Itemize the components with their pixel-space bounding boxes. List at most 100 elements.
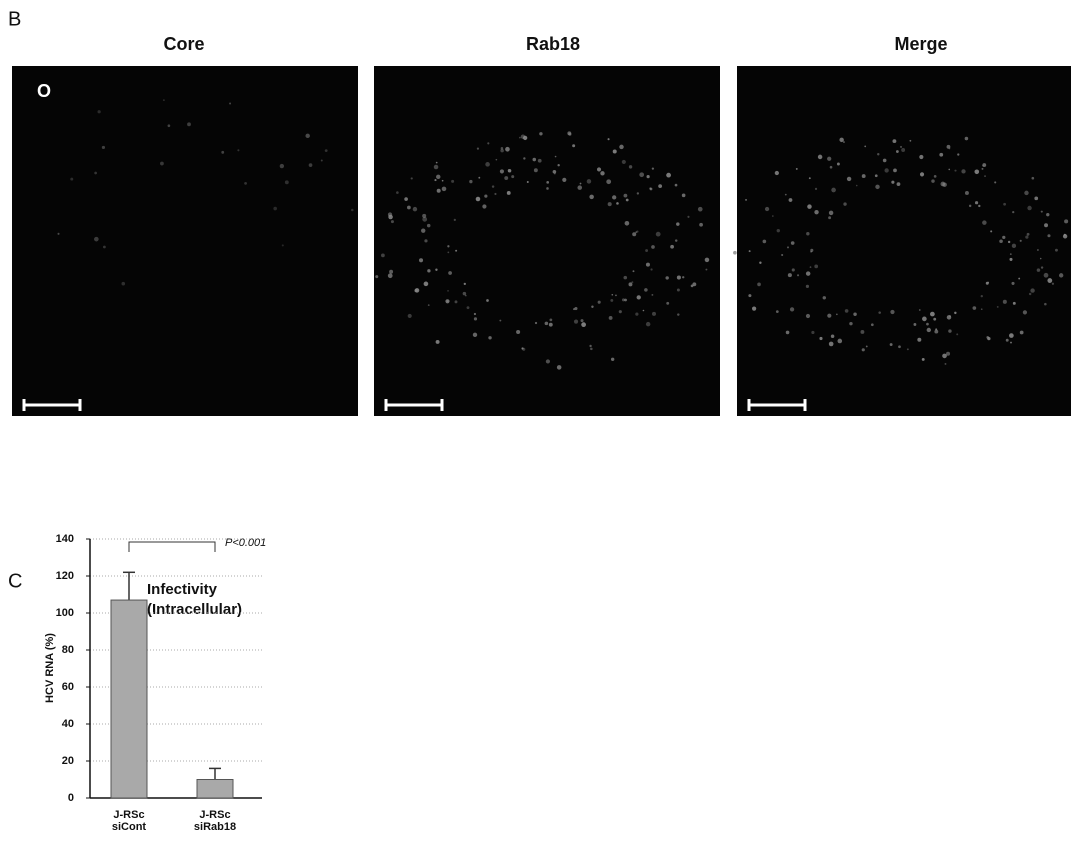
fluorescent-dot [500,169,504,173]
fluorescent-dot [934,330,938,334]
fluorescent-dot [1037,268,1041,272]
fluorescent-dot [909,140,911,142]
fluorescent-dot [413,207,417,211]
fluorescent-dot [1012,211,1014,213]
fluorescent-dot [946,352,950,356]
fluorescent-dot [580,183,582,185]
fluorescent-dot [1013,302,1016,305]
fluorescent-dot [901,148,905,152]
fluorescent-dot [763,240,767,244]
fluorescent-dot [883,159,887,163]
fluorescent-dot [806,314,810,318]
fluorescent-dot [532,158,536,162]
fluorescent-dot [643,310,645,312]
micrograph [12,66,358,416]
fluorescent-dot [864,146,866,148]
fluorescent-dot [422,217,427,222]
fluorescent-dot [474,317,477,320]
fluorescent-dot [788,273,792,277]
fluorescent-dot [933,318,936,321]
fluorescent-dot [442,180,444,182]
fluorescent-dot [896,150,899,153]
fluorescent-dot [1030,288,1034,292]
fluorescent-dot [549,318,552,321]
fluorescent-dot [987,337,990,340]
fluorescent-dot [997,306,999,308]
fluorescent-dot [538,159,542,163]
fluorescent-dot [237,149,239,151]
fluorescent-dot [280,164,284,168]
fluorescent-dot [619,310,622,313]
fluorescent-dot [676,222,679,225]
fluorescent-dot [635,313,638,316]
fluorescent-dot [898,345,901,348]
fluorescent-dot [649,187,651,189]
fluorescent-dot [1046,213,1049,216]
fluorescent-dot [437,189,441,193]
fluorescent-dot [877,153,879,155]
fluorescent-dot [447,251,449,253]
fluorescent-dot [97,110,100,113]
fluorescent-dot [811,331,814,334]
fluorescent-dot [492,185,494,187]
fluorescent-dot [644,288,648,292]
fluorescent-dot [645,249,648,252]
fluorescent-dot [651,294,653,296]
fluorescent-dot [917,338,921,342]
fluorescent-dot [451,180,454,183]
fluorescent-dot [1010,253,1012,255]
fluorescent-dot [699,223,703,227]
fluorescent-dot [1052,283,1054,285]
fluorescent-dot [1008,241,1010,243]
fluorescent-dot [1023,310,1027,314]
fluorescent-dot [511,175,514,178]
fluorescent-dot [611,358,614,361]
fluorescent-dot [388,273,393,278]
fluorescent-dot [954,312,956,314]
fluorescent-dot [391,220,394,223]
fluorescent-dot [973,306,977,310]
fluorescent-dot [581,322,586,327]
fluorescent-dot [415,288,419,292]
fluorescent-dot [499,320,501,322]
fluorescent-dot [652,167,654,169]
fluorescent-dot [623,276,627,280]
fluorescent-dot [94,237,99,242]
fluorescent-dot [474,313,476,315]
fluorescent-dot [806,232,809,235]
fluorescent-dot [845,309,849,313]
fluorescent-dot [485,162,490,167]
fluorescent-dot [557,164,559,166]
fluorescent-dot [1025,236,1028,239]
fluorescent-dot [775,171,779,175]
fluorescent-dot [776,310,779,313]
fluorescent-dot [677,313,679,315]
fluorescent-dot [624,299,627,302]
fluorescent-dot [549,323,553,327]
fluorescent-dot [516,330,520,334]
fluorescent-dot [639,172,644,177]
fluorescent-dot [631,281,633,283]
fluorescent-dot [562,178,566,182]
fluorescent-dot [221,151,224,154]
fluorescent-dot [534,168,538,172]
fluorescent-dot [772,215,774,217]
fluorescent-dot [447,245,449,247]
fluorescent-dot [759,262,761,264]
fluorescent-dot [999,239,1003,243]
fluorescent-dot [609,316,613,320]
fluorescent-dot [705,269,707,271]
fluorescent-dot [572,144,575,147]
bar [197,780,233,799]
fluorescent-dot [396,191,399,194]
fluorescent-dot [427,269,430,272]
panel-label: C [8,570,22,592]
fluorescent-dot [629,165,632,168]
fluorescent-dot [900,146,902,148]
fluorescent-dot [478,177,480,179]
fluorescent-dot [860,330,864,334]
fluorescent-dot [447,290,449,292]
fluorescent-dot [1034,196,1038,200]
fluorescent-dot [965,191,969,195]
fluorescent-dot [829,211,833,215]
